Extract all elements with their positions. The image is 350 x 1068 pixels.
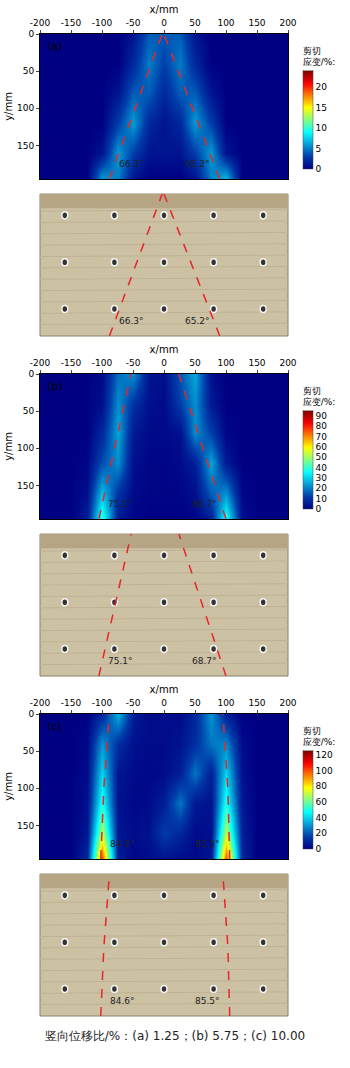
svg-text:(a): (a) [47,40,62,53]
svg-text:100: 100 [17,443,34,453]
svg-text:0: 0 [161,698,167,708]
svg-text:70: 70 [316,432,328,442]
svg-text:(c): (c) [47,720,62,733]
svg-text:0: 0 [28,369,34,379]
svg-text:-200: -200 [30,18,51,28]
svg-text:0: 0 [316,504,322,514]
svg-text:0: 0 [161,18,167,28]
svg-text:150: 150 [17,141,34,151]
svg-text:-200: -200 [30,358,51,368]
svg-text:200: 200 [279,18,296,28]
svg-text:剪切应变/%:: 剪切应变/%: [303,726,336,748]
svg-text:-50: -50 [126,698,141,708]
svg-text:20: 20 [316,828,328,838]
svg-text:100: 100 [217,358,234,368]
svg-text:y/mm: y/mm [3,92,14,121]
svg-text:-150: -150 [61,698,82,708]
svg-text:85.5°: 85.5° [195,996,220,1006]
svg-text:0: 0 [28,709,34,719]
svg-text:-100: -100 [92,18,113,28]
svg-text:x/mm: x/mm [150,684,179,695]
svg-text:剪切应变/%:: 剪切应变/%: [303,46,336,68]
svg-text:x/mm: x/mm [150,4,179,15]
svg-text:68.7°: 68.7° [192,656,217,666]
svg-text:50: 50 [316,452,328,462]
svg-text:80: 80 [316,781,328,791]
svg-text:75.1°: 75.1° [108,499,133,509]
svg-text:84.6°: 84.6° [110,996,135,1006]
svg-text:60: 60 [316,442,328,452]
svg-text:50: 50 [189,698,201,708]
svg-text:5: 5 [316,144,322,154]
svg-text:剪切应变/%:: 剪切应变/%: [303,386,336,408]
svg-text:100: 100 [17,103,34,113]
svg-text:-150: -150 [61,358,82,368]
svg-text:68.7°: 68.7° [192,499,217,509]
svg-text:50: 50 [23,66,35,76]
svg-text:-100: -100 [92,358,113,368]
svg-text:150: 150 [17,481,34,491]
svg-text:50: 50 [189,18,201,28]
svg-text:60: 60 [316,797,328,807]
svg-text:0: 0 [161,358,167,368]
svg-text:0: 0 [28,29,34,39]
svg-text:65.2°: 65.2° [185,159,210,169]
svg-text:65.2°: 65.2° [185,316,210,326]
svg-text:-100: -100 [92,698,113,708]
svg-text:150: 150 [248,358,265,368]
svg-text:100: 100 [316,766,333,776]
svg-text:y/mm: y/mm [3,772,14,801]
svg-text:40: 40 [316,813,328,823]
svg-text:85.5°: 85.5° [195,839,220,849]
html-text:竖向位移比/%：(a) 1.25；(b) 5.75；(c): 竖向位移比/%：(a) 1.25；(b) 5.75；(c) 10.00 [44,1029,306,1043]
svg-text:0: 0 [316,164,322,174]
svg-text:y/mm: y/mm [3,432,14,461]
svg-text:10: 10 [316,123,328,133]
svg-text:20: 20 [316,483,328,493]
svg-text:(b): (b) [47,380,63,393]
svg-text:84.6°: 84.6° [110,839,135,849]
svg-text:0: 0 [316,844,322,854]
svg-text:100: 100 [217,18,234,28]
svg-text:80: 80 [316,421,328,431]
svg-text:200: 200 [279,698,296,708]
svg-text:-200: -200 [30,698,51,708]
svg-text:50: 50 [23,406,35,416]
svg-text:150: 150 [17,821,34,831]
svg-text:-50: -50 [126,358,141,368]
svg-text:15: 15 [316,103,327,113]
svg-text:50: 50 [23,746,35,756]
svg-text:100: 100 [217,698,234,708]
svg-text:200: 200 [279,358,296,368]
svg-text:66.3°: 66.3° [119,159,144,169]
svg-text:20: 20 [316,82,328,92]
svg-text:-150: -150 [61,18,82,28]
svg-text:150: 150 [248,18,265,28]
svg-text:90: 90 [316,411,328,421]
svg-text:50: 50 [189,358,201,368]
svg-text:-50: -50 [126,18,141,28]
svg-text:100: 100 [17,783,34,793]
svg-text:30: 30 [316,473,328,483]
svg-text:75.1°: 75.1° [108,656,133,666]
svg-text:40: 40 [316,463,328,473]
svg-text:x/mm: x/mm [150,344,179,355]
svg-text:120: 120 [316,750,333,760]
svg-text:10: 10 [316,494,328,504]
svg-text:150: 150 [248,698,265,708]
svg-text:66.3°: 66.3° [119,316,144,326]
